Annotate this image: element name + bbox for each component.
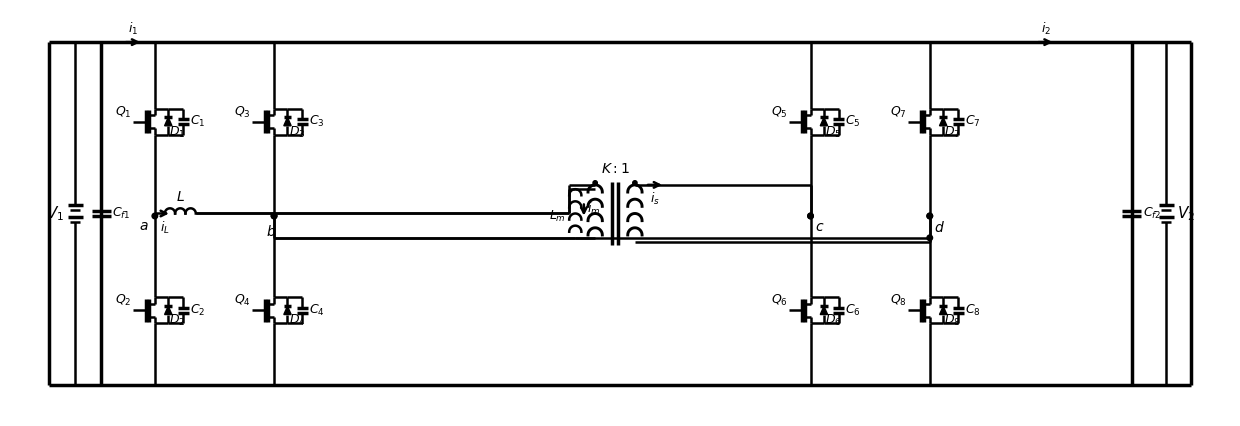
- Polygon shape: [821, 118, 827, 126]
- Text: $C_{3}$: $C_{3}$: [309, 114, 325, 129]
- Text: $Q_{8}$: $Q_{8}$: [890, 293, 906, 308]
- Text: $D_{5}$: $D_{5}$: [825, 124, 842, 140]
- Circle shape: [928, 213, 932, 219]
- Text: $L_m$: $L_m$: [549, 209, 567, 224]
- Text: $C_{7}$: $C_{7}$: [965, 114, 980, 129]
- Text: $i_1$: $i_1$: [128, 20, 138, 37]
- Polygon shape: [165, 118, 172, 126]
- Text: $V_2$: $V_2$: [1177, 204, 1195, 223]
- Text: $C_{5}$: $C_{5}$: [846, 114, 861, 129]
- Circle shape: [272, 213, 277, 219]
- Text: $C_{2}$: $C_{2}$: [190, 303, 205, 318]
- Text: $Q_{1}$: $Q_{1}$: [115, 104, 131, 120]
- Text: $d$: $d$: [934, 220, 945, 235]
- Circle shape: [928, 235, 932, 241]
- Text: $Q_{3}$: $Q_{3}$: [234, 104, 250, 120]
- Circle shape: [807, 213, 813, 219]
- Text: $c$: $c$: [815, 220, 823, 234]
- Polygon shape: [821, 306, 827, 314]
- Text: $C_{1}$: $C_{1}$: [190, 114, 205, 129]
- Circle shape: [153, 213, 157, 219]
- Text: $D_{4}$: $D_{4}$: [289, 314, 305, 328]
- Text: $C_{6}$: $C_{6}$: [846, 303, 861, 318]
- Polygon shape: [284, 118, 291, 126]
- Text: $i_2$: $i_2$: [1040, 20, 1050, 37]
- Text: $L$: $L$: [176, 190, 185, 204]
- Text: $Q_{2}$: $Q_{2}$: [115, 293, 131, 308]
- Text: $D_{7}$: $D_{7}$: [945, 124, 961, 140]
- Text: $D_{8}$: $D_{8}$: [945, 314, 961, 328]
- Polygon shape: [940, 118, 947, 126]
- Text: $D_{6}$: $D_{6}$: [825, 314, 842, 328]
- Text: $D_{3}$: $D_{3}$: [289, 124, 305, 140]
- Text: $C_{4}$: $C_{4}$: [309, 303, 325, 318]
- Polygon shape: [284, 306, 291, 314]
- Text: $Q_{7}$: $Q_{7}$: [890, 104, 906, 120]
- Text: $C_{8}$: $C_{8}$: [965, 303, 981, 318]
- Circle shape: [807, 213, 813, 219]
- Polygon shape: [940, 306, 947, 314]
- Circle shape: [928, 213, 932, 219]
- Polygon shape: [165, 306, 172, 314]
- Text: $C_{f2}$: $C_{f2}$: [1142, 206, 1161, 221]
- Text: $i_s$: $i_s$: [650, 191, 660, 207]
- Circle shape: [593, 181, 598, 185]
- Text: $Q_{5}$: $Q_{5}$: [771, 104, 787, 120]
- Circle shape: [632, 181, 637, 185]
- Text: $i_L$: $i_L$: [160, 220, 170, 236]
- Text: $V_1$: $V_1$: [46, 204, 64, 223]
- Text: $b$: $b$: [267, 224, 277, 239]
- Text: $i_m$: $i_m$: [587, 201, 600, 216]
- Text: $K:1$: $K:1$: [600, 162, 630, 176]
- Text: $C_{f1}$: $C_{f1}$: [113, 206, 131, 221]
- Text: $Q_{4}$: $Q_{4}$: [234, 293, 250, 308]
- Text: $a$: $a$: [139, 219, 149, 233]
- Text: $D_{1}$: $D_{1}$: [170, 124, 186, 140]
- Text: $D_{2}$: $D_{2}$: [170, 314, 186, 328]
- Circle shape: [272, 213, 277, 219]
- Text: $Q_{6}$: $Q_{6}$: [770, 293, 787, 308]
